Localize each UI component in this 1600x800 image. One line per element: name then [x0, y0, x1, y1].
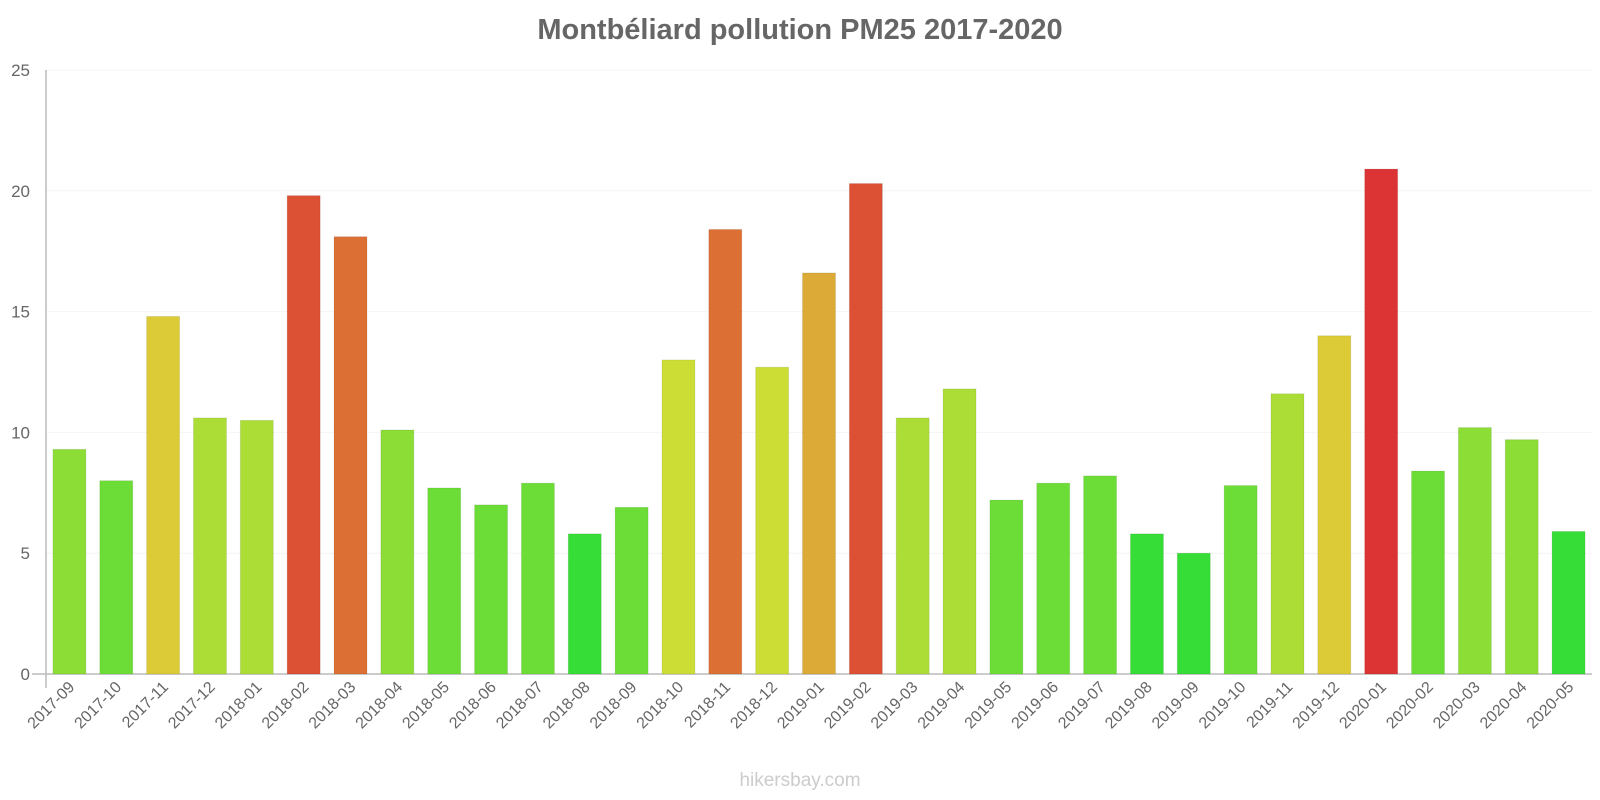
x-tick-label: 2017-11: [119, 679, 172, 732]
x-tick-label: 2018-12: [727, 679, 781, 733]
x-tick-label: 2017-09: [25, 679, 79, 733]
x-tick-label: 2020-04: [1477, 679, 1531, 733]
x-tick-label: 2017-10: [72, 679, 126, 733]
bar-2018-03[interactable]: [333, 236, 368, 675]
bar-2019-09[interactable]: [1176, 552, 1211, 675]
bar-2020-02[interactable]: [1411, 470, 1446, 675]
x-tick-label: 2020-02: [1383, 679, 1437, 733]
bar-2019-07[interactable]: [1083, 475, 1118, 675]
x-tick-label: 2019-11: [1244, 679, 1297, 732]
bar-2020-04[interactable]: [1504, 439, 1539, 675]
x-tick-label: 2019-02: [821, 679, 875, 733]
x-tick-label: 2020-03: [1430, 679, 1484, 733]
x-tick-label: 2019-01: [774, 679, 828, 733]
x-tick-label: 2018-11: [681, 679, 734, 732]
y-tick-label: 10: [11, 423, 30, 442]
x-tick-label: 2017-12: [165, 679, 219, 733]
bar-2019-10[interactable]: [1223, 485, 1258, 675]
bar-2020-03[interactable]: [1457, 427, 1492, 675]
bar-2018-09[interactable]: [614, 506, 649, 675]
bar-2018-12[interactable]: [755, 366, 790, 675]
bar-2017-11[interactable]: [146, 315, 181, 675]
x-tick-label: 2019-03: [868, 679, 922, 733]
bar-2018-10[interactable]: [661, 359, 696, 675]
bar-2019-12[interactable]: [1317, 335, 1352, 675]
x-tick-label: 2019-05: [962, 679, 1016, 733]
x-tick-label: 2018-02: [259, 679, 313, 733]
bar-2018-02[interactable]: [286, 195, 321, 675]
y-tick-label: 20: [11, 182, 30, 201]
bar-2019-01[interactable]: [802, 272, 836, 675]
x-tick-label: 2018-10: [634, 679, 688, 733]
bar-2018-11[interactable]: [708, 228, 743, 675]
x-tick-label: 2018-07: [493, 679, 547, 733]
bar-2018-01[interactable]: [239, 419, 274, 675]
bar-2018-08[interactable]: [567, 533, 602, 675]
bar-2017-12[interactable]: [192, 417, 227, 675]
x-tick-label: 2018-05: [399, 679, 453, 733]
x-tick-label: 2020-01: [1336, 679, 1390, 733]
y-tick-label: 15: [11, 303, 30, 322]
x-tick-label: 2019-04: [915, 679, 969, 733]
x-tick-label: 2018-01: [212, 679, 266, 733]
bar-2017-09[interactable]: [52, 448, 87, 675]
x-tick-label: 2019-08: [1102, 679, 1156, 733]
x-tick-label: 2018-06: [446, 679, 500, 733]
bar-2019-11[interactable]: [1270, 393, 1305, 675]
chart-title: Montbéliard pollution PM25 2017-2020: [537, 14, 1063, 46]
bar-2019-02[interactable]: [848, 183, 883, 675]
bar-2018-04[interactable]: [380, 429, 415, 675]
bar-2019-06[interactable]: [1036, 482, 1071, 675]
x-tick-label: 2018-08: [540, 679, 594, 733]
x-tick-label: 2019-12: [1290, 679, 1344, 733]
y-tick-label: 0: [21, 665, 30, 684]
x-tick-label: 2019-09: [1149, 679, 1203, 733]
x-tick-label: 2019-07: [1055, 679, 1109, 733]
watermark: hikersbay.com: [739, 770, 861, 791]
bar-2018-07[interactable]: [520, 482, 555, 675]
bar-2020-01[interactable]: [1364, 168, 1399, 675]
bar-2018-06[interactable]: [474, 504, 509, 675]
x-tick-label: 2018-03: [306, 679, 360, 733]
y-tick-label: 25: [11, 61, 30, 80]
x-tick-label: 2019-10: [1196, 679, 1250, 733]
x-tick-label: 2019-06: [1009, 679, 1063, 733]
bar-2017-10[interactable]: [99, 480, 134, 675]
bar-2019-05[interactable]: [989, 499, 1024, 675]
x-tick-label: 2018-09: [587, 679, 641, 733]
x-tick-label: 2020-05: [1524, 679, 1578, 733]
bar-2019-03[interactable]: [895, 417, 930, 675]
bar-2018-05[interactable]: [427, 487, 462, 675]
y-tick-label: 5: [21, 544, 30, 563]
bar-2019-08[interactable]: [1129, 533, 1164, 675]
x-tick-label: 2018-04: [353, 679, 407, 733]
bar-2019-04[interactable]: [942, 388, 977, 675]
bar-2020-05[interactable]: [1551, 530, 1586, 675]
